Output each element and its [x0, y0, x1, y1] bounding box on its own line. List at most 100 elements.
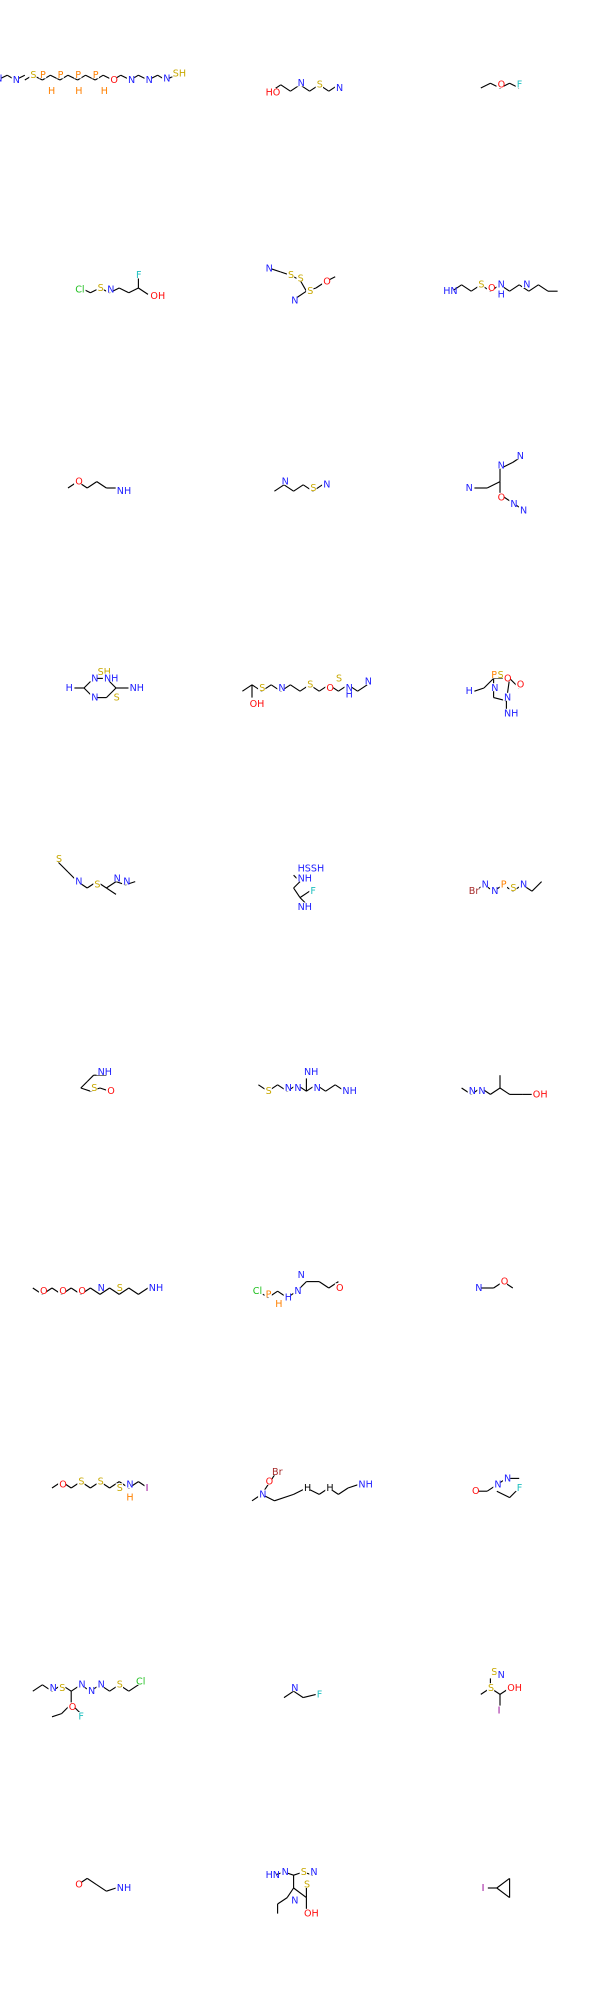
atom-label-background	[96, 1680, 104, 1688]
atom-label-background	[38, 70, 47, 79]
atom-label: S	[91, 1083, 97, 1094]
atom-label-background	[299, 1867, 308, 1876]
atom-label-background	[306, 286, 314, 295]
atom-label-background	[490, 1667, 498, 1676]
atom-label-background	[290, 296, 298, 304]
atom-label-background	[480, 880, 488, 888]
bond	[128, 1684, 139, 1692]
atom-label-background	[467, 1086, 476, 1095]
atom-label: O	[59, 1286, 67, 1297]
bond	[138, 287, 149, 295]
bond	[293, 484, 304, 492]
atom-label-background	[134, 1676, 147, 1685]
atom-label: N	[482, 880, 489, 891]
atom-label-background	[102, 673, 115, 682]
atom-label: NH	[98, 1067, 112, 1078]
atom-label: HN	[443, 286, 457, 297]
bond	[90, 1287, 101, 1295]
bond	[461, 284, 472, 292]
atom-label: O	[69, 1702, 77, 1713]
atom-label-background	[74, 86, 82, 95]
atom-label: N	[163, 73, 170, 84]
atom-label-background	[258, 1489, 266, 1498]
atom-label: F	[78, 1712, 84, 1723]
atom-label-background	[502, 1473, 511, 1482]
atom-label-background	[112, 873, 120, 882]
atom-label: NH	[298, 902, 312, 913]
atom-label: S	[301, 1867, 307, 1878]
atom-label-background	[486, 1683, 495, 1692]
atom-label: O	[40, 1286, 48, 1297]
bond	[499, 1087, 510, 1095]
atom-label: N	[498, 460, 505, 471]
bond	[96, 1884, 107, 1892]
atom-label-background	[302, 1067, 315, 1076]
atom-label-background	[264, 264, 272, 272]
bond	[277, 1897, 288, 1905]
atom-label-background	[77, 1476, 85, 1485]
atom-label-background	[251, 1286, 264, 1295]
atom-label-background	[77, 1286, 85, 1295]
atom-label: S	[288, 270, 294, 281]
bond	[94, 74, 104, 81]
atom-label: NH	[149, 1283, 163, 1294]
atom-label: S	[488, 1683, 494, 1694]
atom-label: S	[30, 70, 36, 81]
atom-label-background	[309, 1867, 317, 1876]
atom-label: O	[326, 683, 334, 694]
atom-label: S	[307, 680, 313, 691]
bond	[86, 481, 98, 489]
bond	[80, 1081, 88, 1089]
atom-label-background	[125, 1492, 133, 1501]
atom-label-background	[490, 886, 498, 895]
atom-label-background	[64, 683, 72, 692]
atom-label-background	[274, 1299, 282, 1308]
atom-label-background	[515, 680, 524, 688]
bond	[128, 287, 139, 294]
atom-label: OH	[150, 291, 165, 302]
atom-label-background	[325, 683, 333, 692]
atom-label-background	[334, 1283, 343, 1292]
atom-label-background	[315, 1689, 324, 1698]
bond	[509, 284, 520, 292]
atom-label: P	[491, 670, 497, 681]
atom-label: SH	[98, 667, 111, 678]
atom-label-background	[58, 1480, 66, 1488]
atom-label: Br	[469, 886, 480, 897]
atom-label: N	[523, 280, 530, 291]
atom-label: N	[285, 1083, 292, 1094]
bond	[490, 1087, 501, 1095]
atom-label-background	[91, 70, 100, 79]
atom-label-background	[122, 876, 130, 885]
atom-label-background	[499, 1276, 508, 1285]
bond	[86, 1074, 94, 1082]
molecule-m25: N S N N O N S Cl F	[0, 1600, 200, 1800]
bond	[109, 1481, 120, 1489]
atom-label-background	[506, 1683, 518, 1692]
atom-label: O	[75, 1880, 83, 1891]
atom-label: NH	[304, 1067, 318, 1078]
atom-label: P	[501, 880, 507, 891]
atom-label: S	[307, 286, 313, 297]
bond	[531, 881, 542, 892]
atom-label: S	[117, 1680, 123, 1691]
atom-label: NH	[130, 683, 144, 694]
atom-label-background	[442, 286, 454, 295]
bond	[118, 1287, 130, 1295]
atom-label: S	[498, 670, 504, 681]
atom-label: P	[75, 70, 81, 81]
atom-label-background	[128, 683, 140, 692]
bond	[80, 1087, 91, 1092]
atom-label: N	[310, 1867, 317, 1878]
atom-label-background	[74, 876, 82, 885]
atom-label: S	[117, 1283, 123, 1294]
atom-label: H	[48, 86, 55, 97]
atom-label-background	[29, 70, 37, 79]
atom-label: F	[517, 80, 523, 91]
bond	[496, 1490, 510, 1499]
atom-label-background	[264, 1086, 272, 1095]
atom-label: O	[78, 1286, 86, 1297]
